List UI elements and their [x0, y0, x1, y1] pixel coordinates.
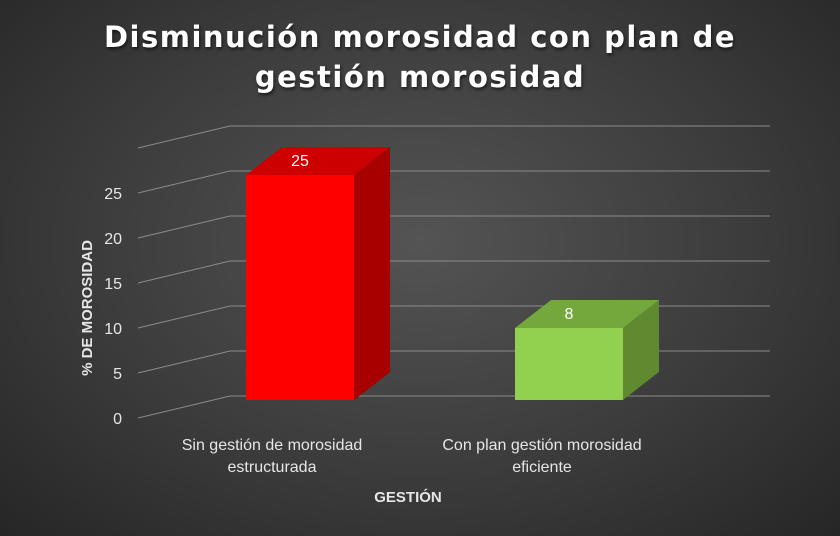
bar-top-2: [515, 300, 659, 328]
gridline-diagonal-0: [137, 395, 231, 419]
x-axis-title: GESTIÓN: [374, 488, 442, 506]
gridline-diagonal-15: [137, 260, 231, 284]
y-tick-label: 0: [113, 411, 122, 428]
bar-side-1: [354, 147, 390, 400]
data-label-1: 25: [291, 153, 309, 170]
gridline-diagonal-20: [137, 215, 231, 239]
y-tick-label: 5: [113, 366, 122, 383]
y-tick-label: 15: [104, 276, 122, 293]
gridline-diagonal-30: [137, 125, 231, 149]
y-tick-label: 10: [104, 321, 122, 338]
y-tick-label: 20: [104, 231, 122, 248]
category-label-1: estructurada: [228, 459, 317, 476]
chart-title-line-1: Disminución morosidad con plan de: [103, 20, 737, 54]
y-tick-label: 25: [104, 186, 122, 203]
gridline-diagonal-25: [137, 170, 231, 194]
category-label-2: Con plan gestión morosidad: [442, 437, 641, 454]
y-axis-title: % DE MOROSIDAD: [79, 240, 96, 376]
data-label-2: 8: [565, 306, 574, 323]
chart-title-line-2: gestión morosidad: [254, 60, 586, 94]
category-label-1: Sin gestión de morosidad: [182, 437, 363, 454]
gridline-diagonal-5: [137, 350, 231, 374]
bar-top-1: [246, 147, 390, 175]
bar-2: [515, 328, 623, 400]
bar-1: [246, 175, 354, 400]
bar-side-2: [623, 300, 659, 400]
gridline-diagonal-10: [137, 305, 231, 329]
category-label-2: eficiente: [512, 459, 572, 476]
